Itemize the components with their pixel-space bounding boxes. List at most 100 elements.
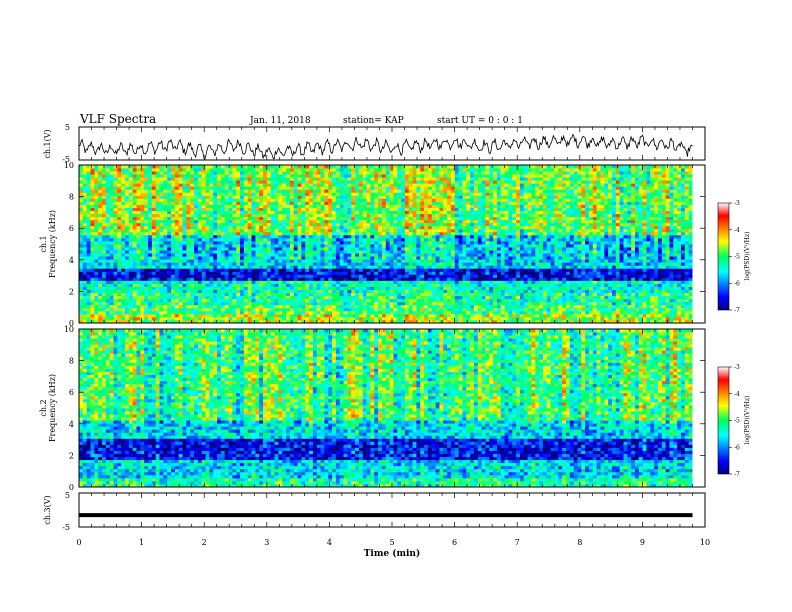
spectrogram-cell	[197, 228, 203, 233]
spectrogram-cell	[113, 234, 118, 239]
spectrogram-cell	[79, 292, 84, 297]
spectrogram-cell	[312, 307, 318, 312]
spectrogram-cell	[416, 301, 421, 306]
spectrogram-cell	[301, 298, 306, 303]
spectrogram-cell	[485, 316, 490, 321]
spectrogram-cell	[443, 283, 448, 287]
spectrogram-cell	[535, 319, 540, 324]
spectrogram-cell	[642, 292, 647, 297]
spectrogram-cell	[117, 240, 122, 245]
spectrogram-cell	[201, 298, 206, 303]
spectrogram-cell	[102, 277, 107, 281]
spectrogram-cell	[677, 253, 682, 257]
spectrogram-cell	[608, 277, 613, 281]
spectrogram-cell	[289, 292, 295, 297]
spectrogram-cell	[546, 289, 552, 294]
spectrogram-cell	[347, 271, 352, 275]
spectrogram-cell	[420, 313, 425, 318]
spectrogram-cell	[489, 310, 494, 315]
spectrogram-cell	[148, 289, 153, 294]
spectrogram-cell	[351, 298, 356, 303]
spectrogram-cell	[213, 313, 218, 318]
spectrogram-cell	[194, 231, 199, 236]
spectrogram-cell	[205, 295, 210, 300]
spectrogram-cell	[615, 244, 621, 248]
spectrogram-cell	[550, 253, 555, 257]
spectrogram-cell	[305, 247, 310, 251]
spectrogram-cell	[167, 268, 172, 272]
spectrogram-cell	[374, 289, 379, 294]
spectrogram-cell	[220, 313, 226, 318]
spectrogram-cell	[243, 310, 249, 315]
spectrogram-cell	[466, 253, 471, 257]
spectrogram-cell	[654, 292, 659, 297]
spectrogram-cell	[657, 268, 663, 272]
spectrogram-cell	[125, 259, 130, 263]
spectrogram-cell	[102, 256, 107, 260]
spectrogram-cell	[374, 295, 379, 300]
spectrogram-cell	[332, 280, 337, 284]
spectrogram-cell	[512, 253, 517, 257]
spectrogram-cell	[458, 234, 463, 239]
spectrogram-cell	[531, 244, 536, 248]
spectrogram-cell	[596, 256, 601, 260]
spectrogram-cell	[240, 280, 245, 284]
spectrogram-cell	[631, 301, 636, 306]
spectrogram-cell	[615, 262, 621, 266]
spectrogram-cell	[316, 247, 321, 251]
spectrogram-cell	[680, 310, 686, 315]
spectrogram-cell	[247, 316, 252, 321]
spectrogram-cell	[604, 250, 609, 254]
spectrogram-cell	[408, 304, 413, 309]
spectrogram-cell	[102, 247, 107, 251]
spectrogram-cell	[634, 271, 640, 275]
spectrogram-cell	[347, 240, 352, 245]
spectrogram-cell	[332, 292, 337, 297]
spectrogram-cell	[312, 310, 318, 315]
spectrogram-cell	[282, 247, 287, 251]
spectrogram-cell	[105, 277, 111, 281]
spectrogram-cell	[167, 274, 172, 278]
spectrogram-cell	[542, 268, 548, 272]
spectrogram-cell	[447, 310, 452, 315]
spectrogram-cell	[355, 283, 360, 287]
spectrogram-cell	[577, 271, 582, 275]
spectrogram-cell	[374, 253, 379, 257]
spectrogram-cell	[611, 319, 617, 324]
spectrogram-cell	[205, 253, 210, 257]
spectrogram-cell	[569, 295, 575, 300]
spectrogram-cell	[677, 262, 682, 266]
spectrogram-cell	[197, 319, 203, 324]
spectrogram-cell	[301, 292, 306, 297]
spectrogram-cell	[669, 247, 674, 251]
spectrogram-cell	[136, 298, 141, 303]
spectrogram-cell	[167, 283, 172, 287]
spectrogram-cell	[228, 295, 233, 300]
spectrogram-cell	[159, 237, 164, 242]
spectrogram-cell	[554, 247, 559, 251]
spectrogram-cell	[335, 259, 341, 263]
spectrogram-cell	[562, 271, 567, 275]
spectrogram-cell	[128, 253, 134, 257]
spectrogram-cell	[362, 259, 367, 263]
spectrogram-cell	[673, 304, 678, 309]
spectrogram-cell	[673, 310, 678, 315]
spectrogram-cell	[393, 304, 398, 309]
spectrogram-cell	[404, 283, 410, 287]
spectrogram-cell	[251, 313, 256, 318]
spectrogram-cell	[278, 240, 283, 245]
spectrogram-cell	[358, 277, 364, 281]
spectrogram-cell	[94, 286, 99, 290]
spectrogram-cell	[447, 307, 452, 312]
spectrogram-cell	[650, 259, 655, 263]
spectrogram-cell	[454, 262, 459, 266]
spectrogram-cell	[527, 259, 532, 263]
spectrogram-cell	[82, 250, 88, 254]
spectrogram-cell	[113, 313, 118, 318]
spectrogram-cell	[240, 271, 245, 275]
spectrogram-cell	[604, 277, 609, 281]
spectrogram-cell	[408, 268, 413, 272]
spectrogram-cell	[431, 277, 436, 281]
spectrogram-cell	[473, 250, 479, 254]
spectrogram-cell	[608, 237, 613, 242]
